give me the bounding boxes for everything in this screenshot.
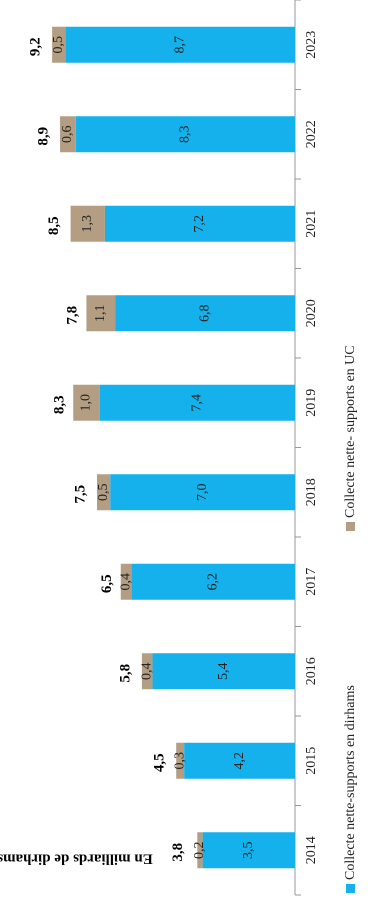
total-label: 8,9 (35, 127, 51, 146)
bar-segment (152, 653, 295, 690)
value-label: 3,5 (241, 842, 256, 860)
value-label: 4,2 (232, 752, 247, 770)
total-label: 5,8 (117, 664, 133, 683)
total-label: 8,3 (51, 395, 67, 414)
bar-segment (176, 742, 185, 779)
legend-swatch (346, 522, 355, 531)
value-label: 8,7 (172, 36, 187, 54)
value-label: 0,4 (118, 573, 133, 591)
legend-swatch (346, 884, 355, 893)
total-label: 6,5 (99, 574, 115, 593)
rotated-plot: 2014 3,5 0,2 3,8 2015 4,2 0,3 4,5 2016 5,4 0,4 5,8 2… (28, 0, 358, 896)
value-label: 0,5 (51, 36, 66, 54)
value-label: 6,8 (197, 305, 212, 323)
bar-segment (131, 563, 295, 600)
value-label: 0,2 (192, 842, 207, 860)
bar-segment (99, 384, 295, 421)
value-label: 0,4 (139, 663, 154, 681)
x-tick-label: 2023 (304, 31, 319, 59)
bar-segment (97, 474, 111, 511)
bar-segment (60, 116, 76, 153)
bar-segment (65, 26, 295, 63)
value-label: 7,2 (192, 215, 207, 233)
bar-segment (115, 295, 296, 332)
value-label: 0,5 (96, 484, 111, 502)
bar-segment (120, 563, 132, 600)
total-label: 7,5 (72, 485, 88, 504)
x-tick-label: 2014 (304, 836, 319, 864)
x-tick-label: 2021 (304, 210, 319, 238)
value-label: 7,4 (190, 394, 205, 412)
value-label: 6,2 (205, 573, 220, 591)
bar-segment (104, 205, 295, 242)
x-tick-label: 2015 (304, 747, 319, 775)
x-tick-label: 2018 (304, 478, 319, 506)
x-tick-label: 2020 (304, 299, 319, 327)
bar-segment (184, 742, 295, 779)
x-tick-label: 2019 (304, 389, 319, 417)
x-tick-label: 2022 (304, 120, 319, 148)
bar-segment (73, 384, 100, 421)
value-label: 1,1 (93, 305, 108, 323)
value-label: 8,3 (178, 126, 193, 144)
x-tick-label: 2016 (304, 657, 319, 685)
total-label: 7,8 (65, 306, 81, 325)
bar-segment (75, 116, 295, 153)
value-label: 5,4 (216, 663, 231, 681)
value-label: 1,3 (80, 215, 95, 233)
legend-label: Collecte nette-supports en dirhams (343, 685, 358, 880)
bar-segment (110, 474, 295, 511)
bar-segment (70, 205, 105, 242)
bar-segment (141, 653, 153, 690)
total-label: 3,8 (170, 843, 186, 862)
y-axis-label: En milliards de dirhams (0, 851, 153, 867)
value-label: 0,6 (60, 126, 75, 144)
bar-segment (52, 26, 66, 63)
value-label: 7,0 (195, 484, 210, 502)
bar-segment (86, 295, 116, 332)
total-label: 9,2 (28, 37, 44, 56)
total-label: 4,5 (152, 753, 168, 772)
legend-label: Collecte nette- supports en UC (343, 345, 358, 518)
bar-segment (197, 832, 203, 869)
x-tick-label: 2017 (304, 568, 319, 596)
value-label: 1,0 (79, 394, 94, 412)
total-label: 8,5 (46, 216, 62, 235)
value-label: 0,3 (172, 752, 187, 770)
bar-segment (202, 832, 296, 869)
